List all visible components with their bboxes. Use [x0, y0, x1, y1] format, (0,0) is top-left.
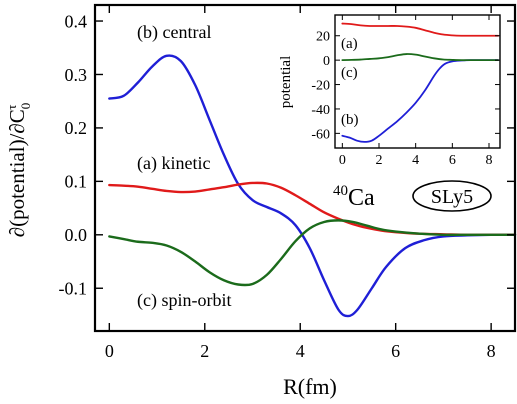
main-x-tick-label: 8 — [487, 341, 496, 361]
series-label-central: (b) central — [137, 22, 211, 43]
main-y-tick-label: 0.4 — [65, 11, 88, 31]
inset-x-tick-label: 2 — [376, 153, 383, 168]
main-y-tick-label: 0.2 — [65, 118, 88, 138]
main-series-line-1 — [108, 54, 517, 318]
force-label: SLy5 — [431, 186, 473, 208]
inset-series-label-a: (a) — [341, 36, 358, 52]
inset-plot: 0 2 4 6 8 20 0 -20 -40 -60 potential (a) (c) (b) — [278, 14, 501, 168]
main-ticks: 0 2 4 6 8 0.4 0.3 0.2 0.1 0.0 -0.1 — [59, 5, 515, 361]
series-label-spin-orbit: (c) spin-orbit — [137, 290, 231, 311]
main-y-tick-label: -0.1 — [59, 279, 88, 299]
main-x-tick-label: 6 — [391, 341, 400, 361]
inset-curves — [341, 22, 500, 143]
inset-frame — [334, 14, 501, 149]
inset-ticks: 0 2 4 6 8 20 0 -20 -40 -60 — [311, 15, 500, 168]
main-x-tick-label: 2 — [200, 341, 209, 361]
series-label-kinetic: (a) kinetic — [137, 153, 210, 174]
y-axis-label: ∂(potential)/∂C0τ — [4, 103, 33, 238]
main-plot: 0 2 4 6 8 0.4 0.3 0.2 0.1 0.0 -0.1 ∂(potential)/∂C… — [4, 3, 517, 399]
main-x-tick-label: 0 — [105, 341, 114, 361]
inset-series-line-1 — [341, 22, 500, 37]
inset-x-tick-label: 4 — [412, 153, 419, 168]
main-x-tick-label: 4 — [296, 341, 305, 361]
main-series-line-3 — [108, 219, 517, 287]
inset-x-tick-label: 0 — [339, 153, 346, 168]
nucleus-label: 40Ca — [333, 183, 375, 211]
main-plot-frame — [93, 3, 517, 333]
main-y-tick-label: 0.1 — [65, 172, 88, 192]
inset-y-tick-label: -60 — [311, 127, 330, 142]
inset-y-axis-label: potential — [278, 56, 294, 109]
inset-x-tick-label: 8 — [486, 153, 493, 168]
inset-y-tick-label: 0 — [323, 54, 330, 69]
inset-y-tick-label: -20 — [311, 78, 330, 93]
force-label-ellipse — [412, 180, 492, 212]
inset-series-line-3 — [341, 53, 500, 62]
inset-x-tick-label: 6 — [449, 153, 456, 168]
inset-background — [335, 15, 500, 148]
main-y-tick-label: 0.3 — [65, 65, 88, 85]
x-axis-label: R(fm) — [283, 374, 337, 399]
inset-series-label-b: (b) — [341, 112, 359, 128]
main-curves — [108, 54, 517, 318]
main-y-tick-label: 0.0 — [65, 225, 88, 245]
inset-y-tick-label: 20 — [316, 30, 330, 45]
inset-series-label-c: (c) — [341, 65, 358, 81]
inset-y-tick-label: -40 — [311, 103, 330, 118]
